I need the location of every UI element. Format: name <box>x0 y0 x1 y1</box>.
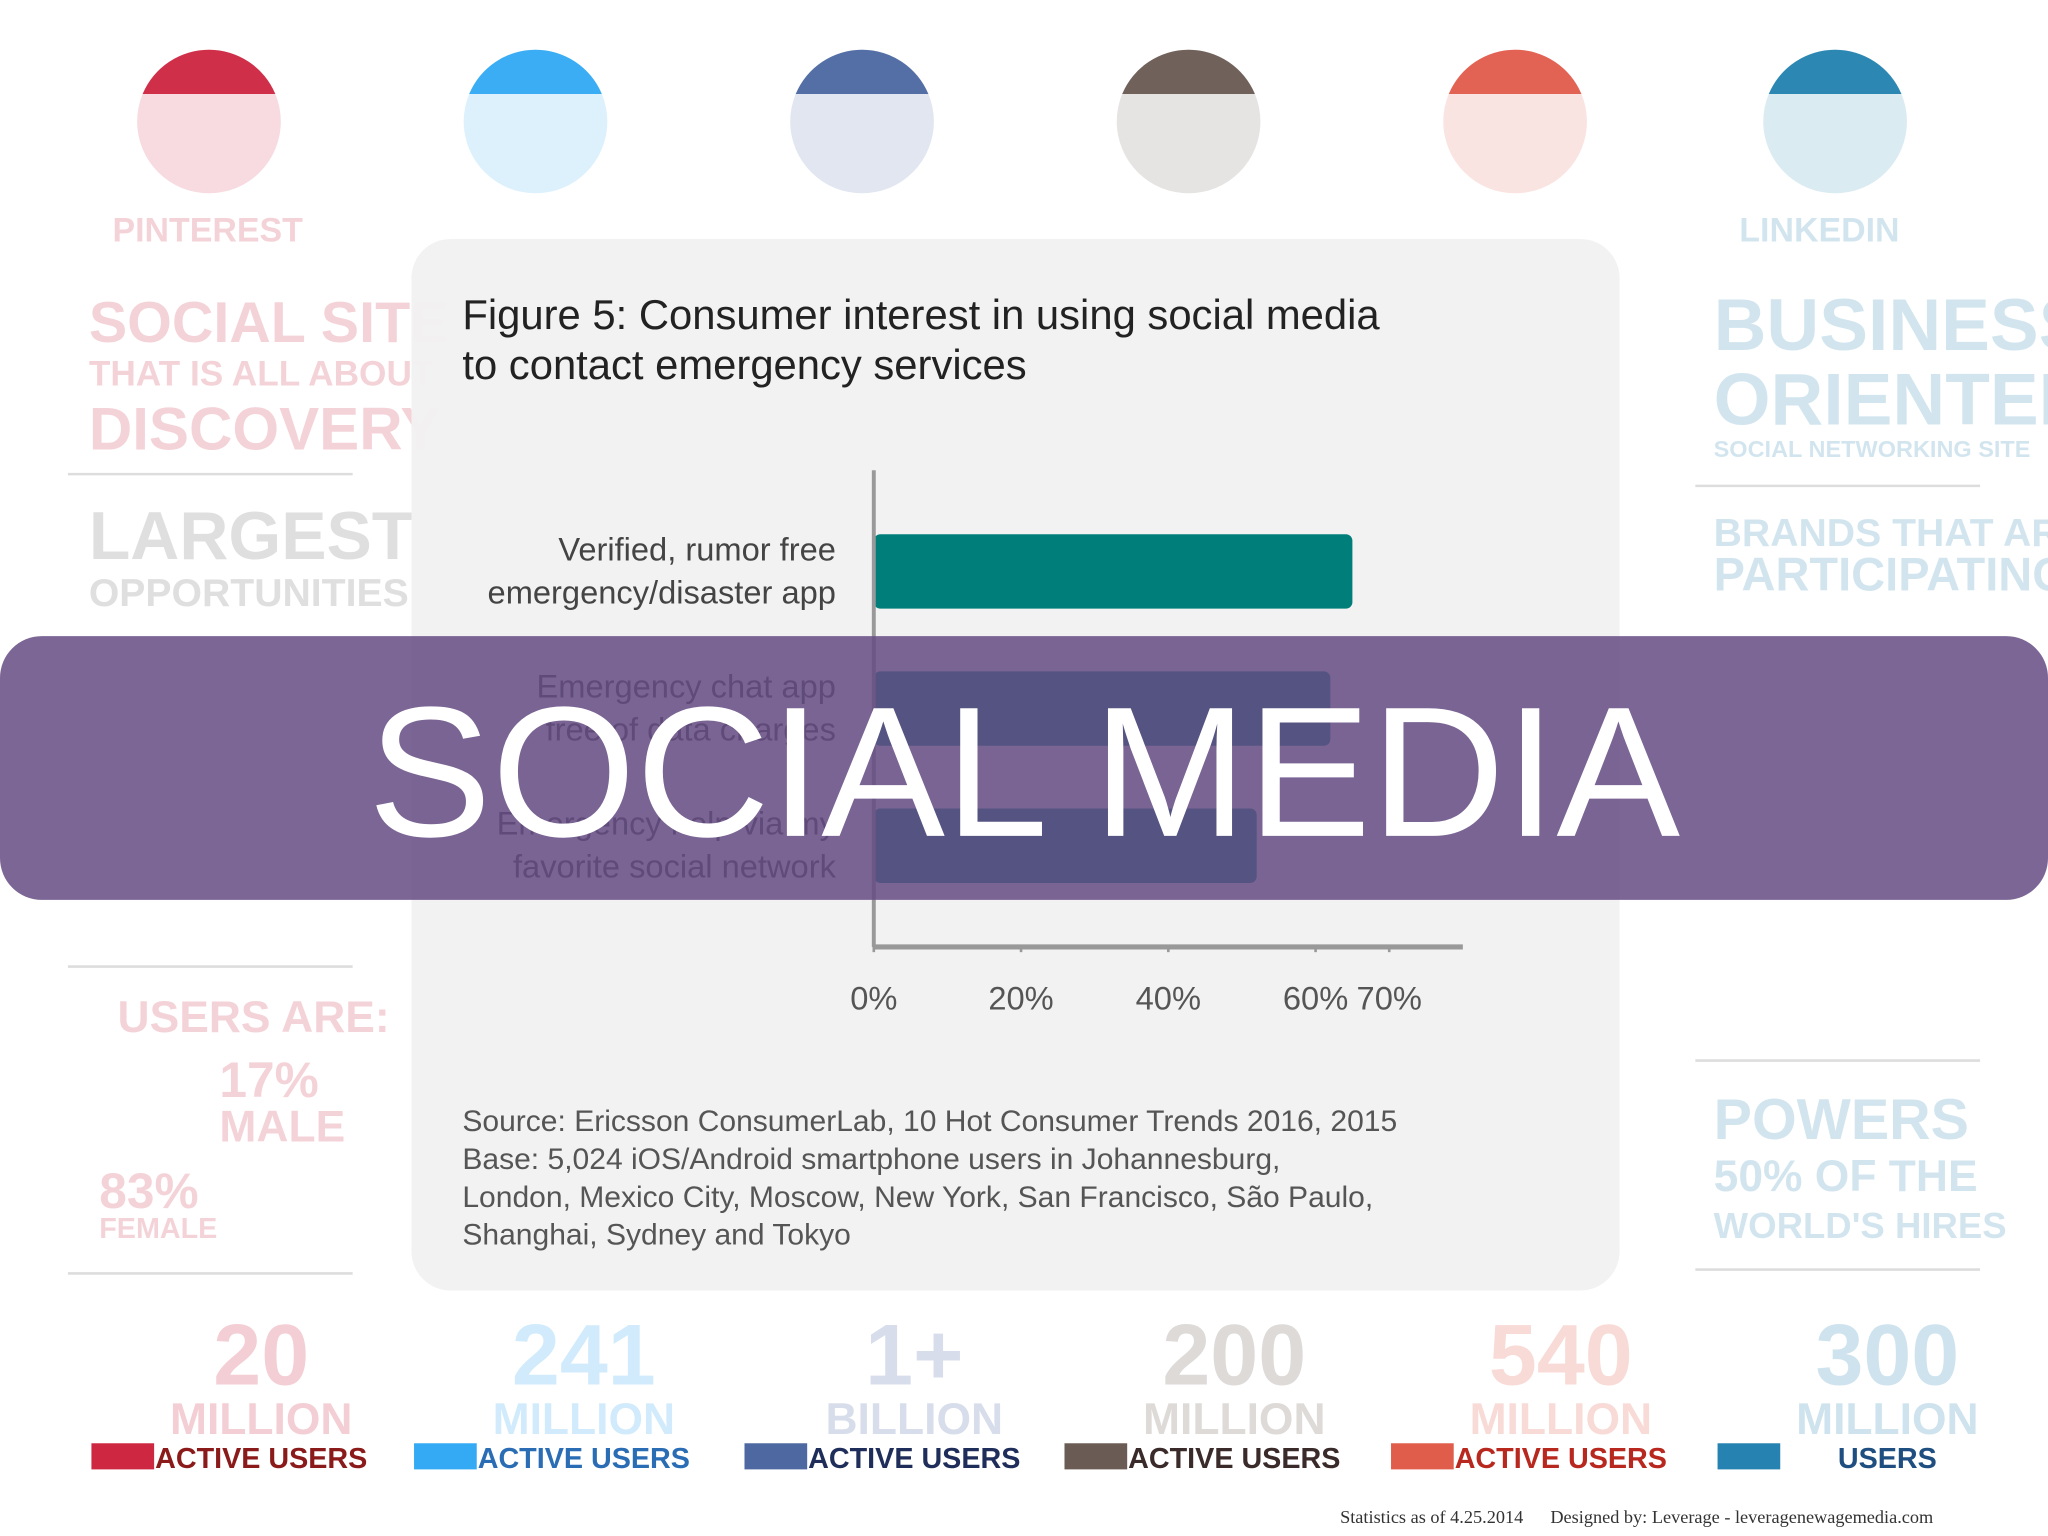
left-text: DISCOVERY <box>89 395 441 462</box>
icon-cap <box>469 49 602 95</box>
stat-bar <box>91 1443 155 1470</box>
stat-caption: ACTIVE USERS <box>478 1443 690 1475</box>
stat-unit: MILLION <box>493 1395 675 1444</box>
right-text: BUSINESS <box>1714 285 2048 366</box>
left-text: USERS ARE: <box>118 993 390 1042</box>
y-tick-label: emergency/disaster app <box>488 573 836 610</box>
left-text: SOCIAL SITE <box>89 291 449 355</box>
left-text: LARGEST <box>89 499 413 574</box>
stat-number: 1+ <box>865 1307 963 1403</box>
right-text: 50% OF THE <box>1714 1152 1978 1201</box>
right-text: WORLD'S HIRES <box>1714 1205 2007 1246</box>
left-text: OPPORTUNITIES <box>89 572 409 615</box>
note: London, Mexico City, Moscow, New York, S… <box>462 1181 1373 1214</box>
x-tick-label: 40% <box>1136 980 1201 1017</box>
stat-number: 200 <box>1162 1307 1306 1403</box>
note: Shanghai, Sydney and Tokyo <box>462 1219 850 1252</box>
left-text: MALE <box>219 1103 345 1152</box>
stat-caption: ACTIVE USERS <box>1455 1443 1667 1475</box>
stat-caption: ACTIVE USERS <box>1128 1443 1340 1475</box>
banner <box>0 636 2048 900</box>
stat-unit: MILLION <box>1470 1395 1652 1444</box>
stat-caption: USERS <box>1838 1443 1937 1475</box>
right-text: BRANDS THAT ARE <box>1714 512 2048 555</box>
platform: PINTEREST <box>112 212 303 250</box>
left-text: THAT IS ALL ABOUT <box>89 354 434 393</box>
note: Base: 5,024 iOS/Android smartphone users… <box>462 1143 1280 1176</box>
x-tick-label: 60% <box>1283 980 1348 1017</box>
stat-bar <box>1391 1443 1454 1470</box>
right-text: ORIENTED <box>1714 359 2048 440</box>
left-text: 83% <box>99 1163 198 1219</box>
stat-bar <box>1064 1443 1128 1470</box>
footer: Statistics as of 4.25.2014 <box>1340 1507 1523 1527</box>
banner-title: SOCIAL MEDIA <box>368 669 1681 876</box>
stat-caption: ACTIVE USERS <box>808 1443 1020 1475</box>
infographic: PINTEREST LINKEDIN SOCIAL SITE THAT IS A… <box>67 49 2048 1527</box>
stat-unit: MILLION <box>1796 1395 1978 1444</box>
stat-unit: MILLION <box>1143 1395 1325 1444</box>
chart-title: Figure 5: Consumer interest in using soc… <box>462 291 1380 338</box>
y-tick-label: Verified, rumor free <box>558 530 836 567</box>
right-text: PARTICIPATING <box>1714 547 2048 600</box>
icon-cap <box>1768 49 1902 95</box>
icon-cap <box>1448 49 1582 95</box>
stat-bar <box>1717 1443 1781 1470</box>
icon-cap <box>795 49 929 95</box>
stat-number: 540 <box>1489 1307 1633 1403</box>
stat-number: 20 <box>213 1307 309 1403</box>
icon-cap <box>1122 49 1255 95</box>
stat-bar <box>414 1443 477 1470</box>
stat-unit: MILLION <box>170 1395 352 1444</box>
x-tick-label: 0% <box>850 980 897 1017</box>
stat-unit: BILLION <box>826 1395 1004 1444</box>
left-text: 17% <box>219 1052 318 1108</box>
x-tick-label: 20% <box>988 980 1053 1017</box>
chart-title: to contact emergency services <box>462 341 1026 388</box>
stat-caption: ACTIVE USERS <box>155 1443 367 1475</box>
stat-bar <box>744 1443 808 1470</box>
footer: Designed by: Leverage - leveragenewageme… <box>1550 1507 1933 1527</box>
right-text: POWERS <box>1714 1088 1969 1152</box>
right-text: SOCIAL NETWORKING SITE <box>1714 436 2031 462</box>
x-tick-label: 70% <box>1357 980 1422 1017</box>
note: Source: Ericsson ConsumerLab, 10 Hot Con… <box>462 1105 1397 1138</box>
stat-number: 241 <box>512 1307 656 1403</box>
bar <box>873 534 1353 609</box>
stat-number: 300 <box>1815 1307 1959 1403</box>
icon-cap <box>142 49 276 95</box>
platform: LINKEDIN <box>1739 212 1899 250</box>
left-text: FEMALE <box>99 1213 217 1245</box>
